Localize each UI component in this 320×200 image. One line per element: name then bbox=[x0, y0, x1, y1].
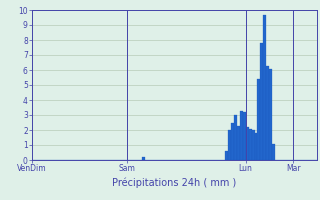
Bar bbox=[258, 79, 260, 160]
Bar bbox=[231, 122, 234, 160]
Bar bbox=[254, 133, 258, 160]
Bar bbox=[246, 127, 249, 160]
Bar bbox=[240, 110, 243, 160]
Bar bbox=[142, 157, 145, 160]
Bar bbox=[269, 68, 272, 160]
Bar bbox=[249, 129, 252, 160]
Bar bbox=[263, 15, 266, 160]
Bar bbox=[252, 130, 254, 160]
Bar bbox=[266, 66, 269, 160]
Bar bbox=[234, 115, 237, 160]
Bar bbox=[260, 43, 263, 160]
Bar bbox=[243, 112, 246, 160]
Bar bbox=[225, 151, 228, 160]
X-axis label: Précipitations 24h ( mm ): Précipitations 24h ( mm ) bbox=[112, 177, 236, 188]
Bar bbox=[237, 126, 240, 160]
Bar bbox=[272, 144, 275, 160]
Bar bbox=[228, 130, 231, 160]
